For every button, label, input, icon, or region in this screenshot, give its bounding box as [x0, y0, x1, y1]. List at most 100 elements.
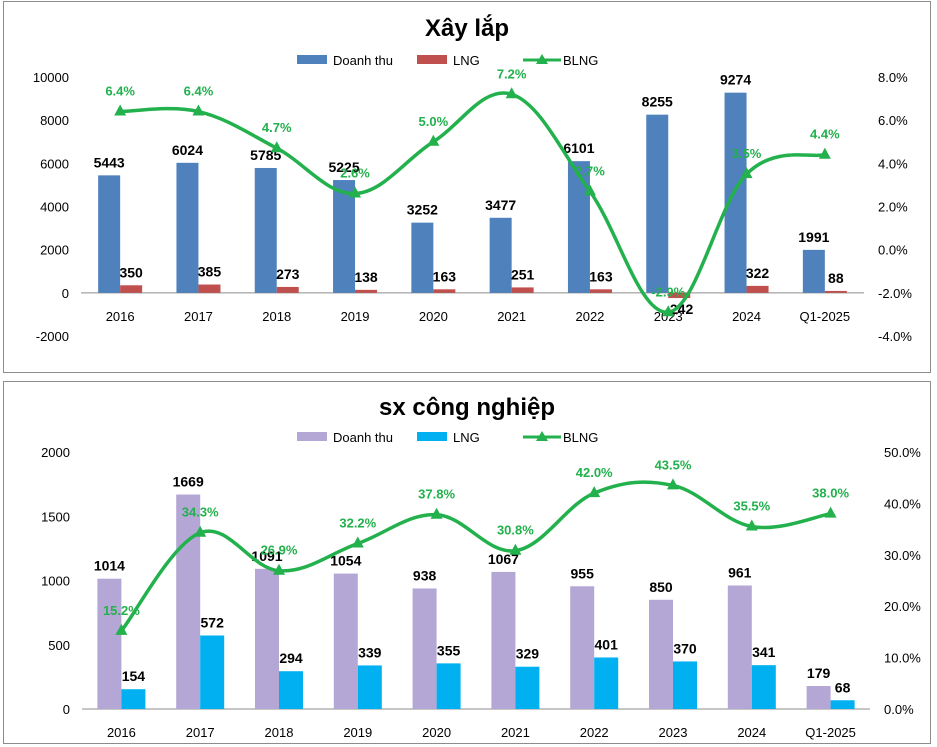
legend-swatch-doanh-thu [297, 432, 327, 441]
bar-lng [198, 284, 221, 293]
bar-value-label: 955 [571, 565, 595, 581]
blng-marker [824, 506, 837, 518]
bar-value-label: 1991 [798, 229, 829, 245]
legend-swatch-lng [417, 432, 447, 441]
y-tick-label: 2000 [41, 445, 70, 460]
y2-tick-label: -4.0% [878, 329, 912, 344]
bar-doanh-thu [489, 217, 512, 293]
x-tick-label: 2022 [575, 309, 604, 324]
legend-label-lng: LNG [453, 53, 480, 68]
y-tick-label: 500 [48, 638, 70, 653]
x-tick-label: 2021 [497, 309, 526, 324]
bar-doanh-thu [333, 180, 356, 293]
bar-value-label: 322 [746, 265, 770, 281]
blng-value-label: 3.5% [732, 146, 762, 161]
legend-marker-blng [536, 431, 548, 441]
y2-tick-label: 40.0% [884, 496, 921, 511]
bar-lng [120, 285, 143, 293]
y-tick-label: 1500 [41, 509, 70, 524]
chart-xay-lap: Xây lắp Doanh thu LNG BLNG -2000 0 2000 4000 600… [33, 14, 913, 344]
x-tick-label: 2019 [343, 725, 372, 740]
blng-marker [818, 147, 831, 159]
bar-value-label: 572 [201, 614, 225, 630]
legend-label-doanh-thu: Doanh thu [333, 430, 393, 445]
blng-marker [588, 486, 601, 498]
bar-doanh-thu [802, 249, 825, 293]
bar-value-label: 1669 [173, 474, 204, 490]
bar-value-label: 163 [589, 268, 613, 284]
bar-lng [121, 689, 146, 709]
bar-lng [355, 289, 378, 293]
bar-lng [357, 665, 382, 709]
bar-doanh-thu [254, 167, 277, 293]
y-tick-label: -2000 [36, 329, 69, 344]
chart-panel-xay-lap: Xây lắp Doanh thu LNG BLNG -2000 0 2000 4000 600… [3, 1, 931, 373]
bar-value-label: 163 [433, 268, 457, 284]
x-tick-label: 2016 [107, 725, 136, 740]
bar-doanh-thu [98, 175, 121, 293]
chart-title: Xây lắp [425, 14, 509, 42]
bar-value-label: 3252 [407, 202, 438, 218]
blng-value-label: 42.0% [576, 465, 613, 480]
x-tick-label: 2021 [501, 725, 530, 740]
bar-lng [668, 292, 691, 299]
blng-value-label: 4.4% [810, 127, 840, 142]
bar-lng [515, 666, 540, 709]
blng-value-label: -2.9% [651, 284, 685, 299]
y-tick-label: 2000 [40, 243, 69, 258]
y2-tick-label: 30.0% [884, 548, 921, 563]
bar-lng [511, 287, 534, 293]
legend-label-blng: BLNG [563, 430, 598, 445]
y2-tick-label: 4.0% [878, 156, 908, 171]
blng-value-label: 6.4% [184, 84, 214, 99]
x-tick-label: 2023 [659, 725, 688, 740]
y-tick-label: 8000 [40, 113, 69, 128]
legend-swatch-lng [417, 55, 447, 64]
bar-value-label: 154 [122, 668, 146, 684]
blng-marker [351, 536, 364, 548]
y2-tick-label: 20.0% [884, 599, 921, 614]
blng-marker [505, 87, 518, 99]
x-tick-label: 2020 [419, 309, 448, 324]
blng-value-label: 7.2% [497, 66, 527, 81]
bar-doanh-thu [570, 586, 595, 709]
bar-lng [673, 661, 697, 709]
blng-value-label: 6.4% [105, 84, 135, 99]
y2-tick-label: 0.0% [884, 702, 914, 717]
blng-marker [667, 478, 679, 490]
x-tick-label: 2019 [341, 309, 370, 324]
y-tick-label: 10000 [33, 70, 69, 85]
x-tick-label: 2018 [265, 725, 294, 740]
y2-tick-label: 0.0% [878, 243, 908, 258]
chart-sx-cong-nghiep: sx công nghiệp Doanh thu LNG BLNG 0 500 1000 15… [41, 394, 921, 740]
chart-title: sx công nghiệp [379, 394, 555, 421]
bar-value-label: 1091 [251, 548, 282, 564]
blng-value-label: 4.7% [262, 120, 292, 135]
y-tick-label: 4000 [40, 200, 69, 215]
y-tick-label: 0 [63, 702, 70, 717]
x-tick-label: 2017 [186, 725, 215, 740]
bar-value-label: 341 [752, 644, 776, 660]
bar-value-label: 179 [807, 665, 831, 681]
legend-label-doanh-thu: Doanh thu [333, 53, 393, 68]
blng-marker [662, 305, 675, 317]
y-tick-label: 0 [62, 286, 69, 301]
blng-marker [745, 519, 758, 531]
blng-marker [192, 104, 205, 116]
bar-doanh-thu [412, 588, 437, 709]
blng-value-label: 38.0% [812, 486, 849, 501]
blng-marker [583, 184, 596, 196]
y2-tick-label: 10.0% [884, 651, 921, 666]
y-tick-label: 6000 [40, 156, 69, 171]
bar-value-label: 8255 [642, 94, 673, 110]
blng-value-label: 30.8% [497, 523, 534, 538]
y2-tick-label: 6.0% [878, 113, 908, 128]
blng-marker [273, 563, 285, 575]
x-tick-label: 2017 [184, 309, 213, 324]
bar-lng [746, 285, 769, 293]
blng-marker [740, 167, 753, 179]
bar-lng [824, 290, 847, 293]
bar-doanh-thu [97, 578, 122, 709]
bar-value-label: 3477 [485, 197, 516, 213]
blng-marker [115, 623, 128, 635]
